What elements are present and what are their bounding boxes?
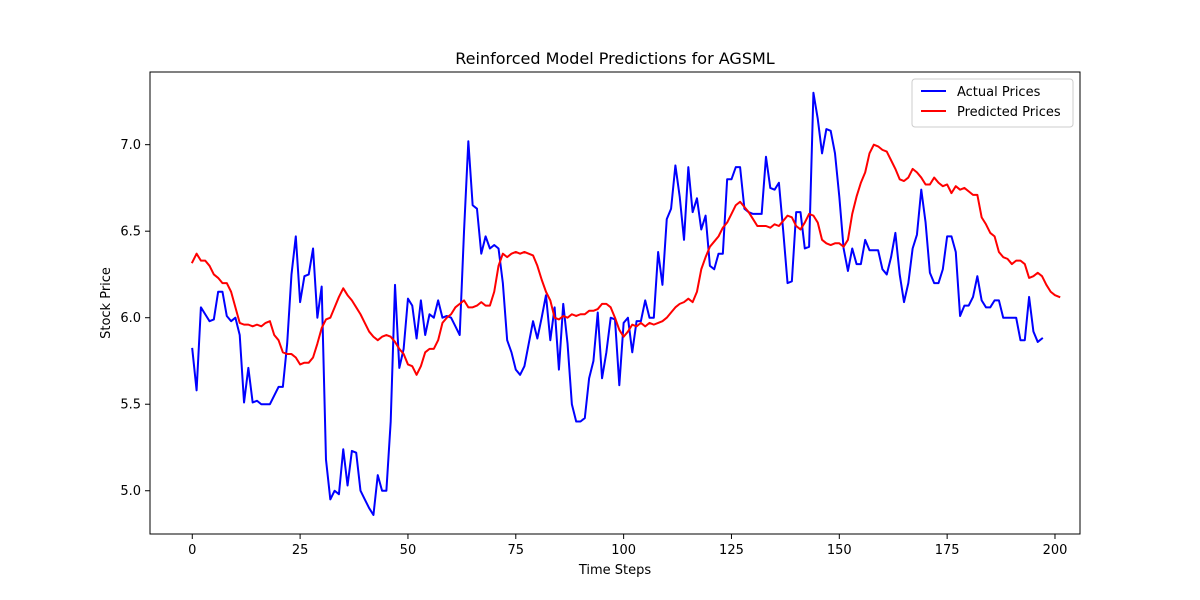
x-tick-label: 100 — [611, 543, 636, 558]
x-tick-label: 200 — [1043, 543, 1068, 558]
x-tick-label: 50 — [400, 543, 417, 558]
x-tick-label: 125 — [719, 543, 744, 558]
series-line-actual — [191, 91, 1044, 516]
x-tick-label: 75 — [508, 543, 525, 558]
x-tick-label: 25 — [292, 543, 309, 558]
plot-area — [149, 71, 1081, 535]
y-tick-label: 6.5 — [120, 225, 141, 240]
chart-title: Reinforced Model Predictions for AGSML — [455, 49, 775, 68]
y-tick-label: 7.0 — [120, 138, 141, 153]
series-layer — [190, 91, 1061, 516]
y-axis: 5.0 5.5 6.0 6.5 7.0 — [120, 138, 150, 499]
x-axis-label: Time Steps — [578, 563, 652, 578]
y-tick-label: 6.0 — [120, 311, 141, 326]
x-tick-label: 150 — [827, 543, 852, 558]
x-tick-label: 175 — [935, 543, 960, 558]
legend-label-predicted: Predicted Prices — [957, 105, 1061, 120]
legend-frame — [911, 78, 1074, 128]
y-tick-label: 5.0 — [120, 484, 141, 499]
series-line-predicted — [190, 143, 1061, 376]
x-tick-label: 0 — [188, 543, 196, 558]
y-axis-label: Stock Price — [99, 267, 114, 339]
x-axis: 0 25 50 75 100 125 150 175 200 — [188, 534, 1067, 558]
plot-background — [150, 72, 1080, 534]
plot-frame — [149, 71, 1081, 535]
y-tick-label: 5.5 — [120, 398, 141, 413]
legend: Actual Prices Predicted Prices — [911, 78, 1074, 128]
legend-label-actual: Actual Prices — [957, 85, 1041, 100]
